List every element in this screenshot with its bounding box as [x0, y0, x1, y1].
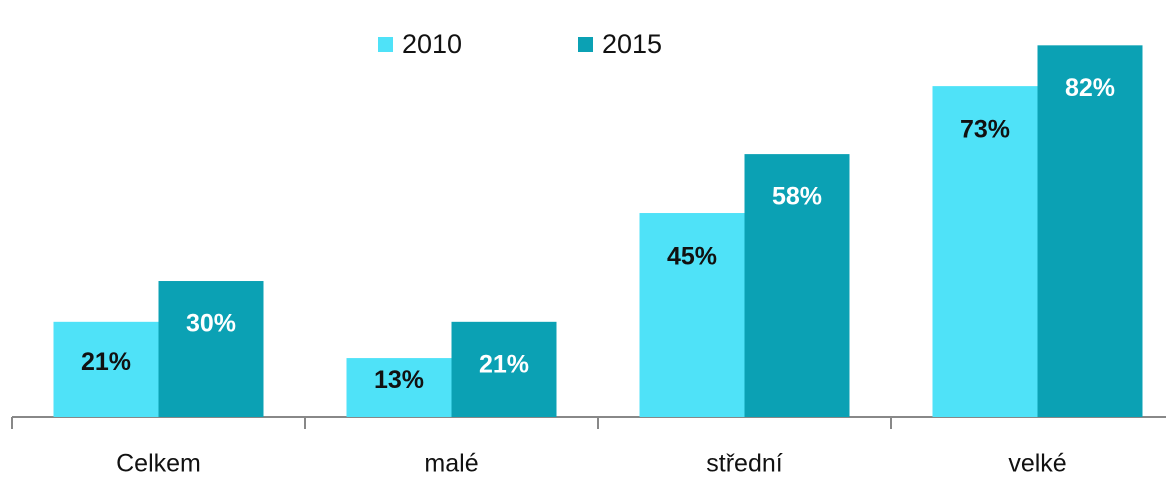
x-tick-label: malé — [424, 450, 478, 477]
value-label: 13% — [374, 366, 424, 394]
value-label: 30% — [186, 310, 236, 338]
bar — [346, 358, 452, 417]
bar — [1037, 45, 1143, 418]
value-label: 45% — [667, 243, 717, 271]
legend-swatch — [378, 37, 393, 52]
value-label: 82% — [1065, 74, 1115, 102]
x-tick-label: Celkem — [116, 450, 201, 477]
value-label: 73% — [960, 116, 1010, 144]
legend-swatch — [578, 37, 593, 52]
legend-label: 2010 — [402, 29, 462, 59]
legend-label: 2015 — [602, 29, 662, 59]
bar — [158, 281, 264, 417]
value-label: 21% — [81, 348, 131, 376]
x-tick-label: velké — [1008, 450, 1066, 477]
x-tick-label: střední — [706, 450, 782, 477]
bar — [451, 321, 557, 417]
value-label: 58% — [772, 183, 822, 211]
bar — [639, 213, 745, 417]
bar — [744, 154, 850, 417]
value-label: 21% — [479, 350, 529, 378]
bar — [932, 86, 1038, 417]
bar — [53, 321, 159, 417]
